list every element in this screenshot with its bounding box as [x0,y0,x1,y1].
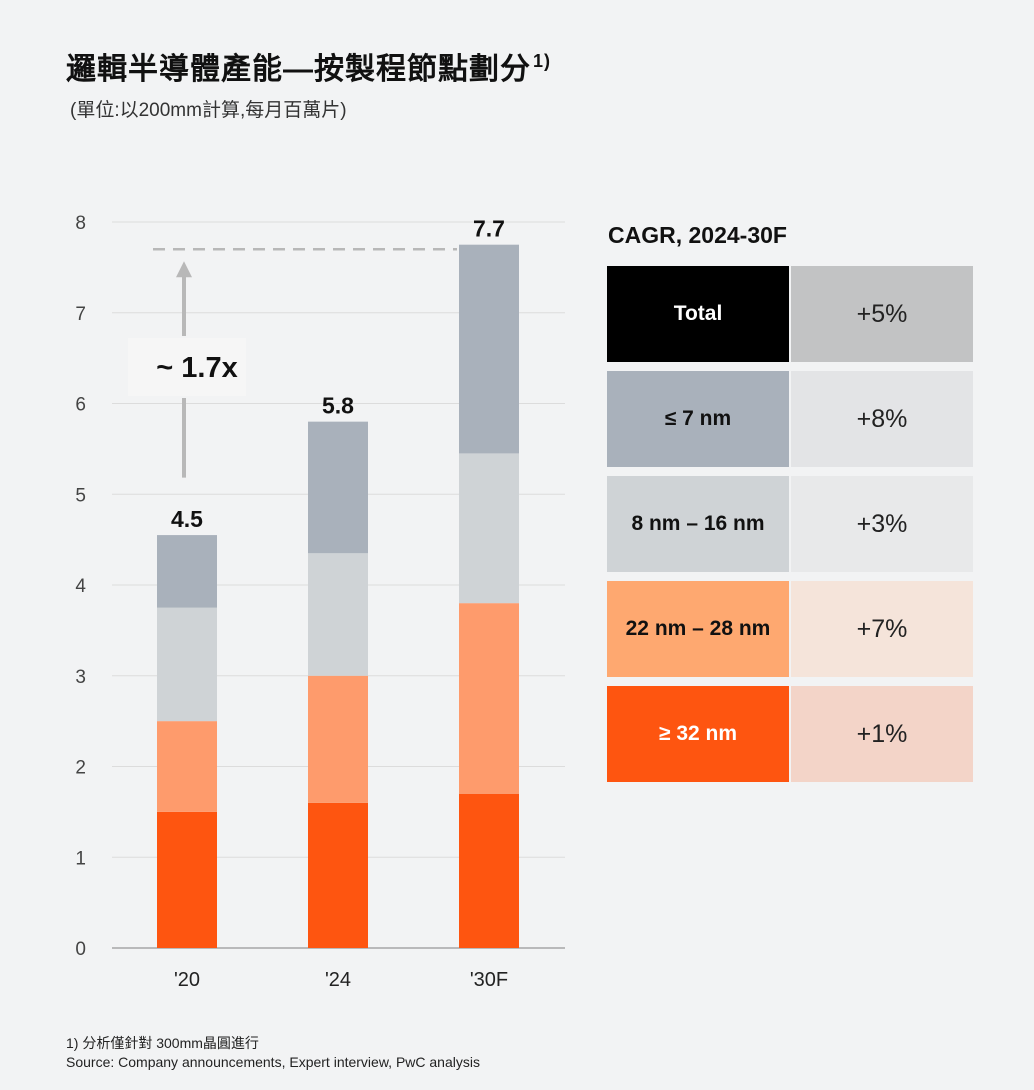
bar-total-label: 7.7 [473,216,505,242]
cagr-row-32nm: ≥ 32 nm +1% [607,686,973,782]
x-tick-label: '20 [174,969,200,991]
cagr-label-7nm: ≤ 7 nm [607,371,789,467]
cagr-table: Total +5% ≤ 7 nm +8% 8 nm – 16 nm +3% 22… [607,266,973,791]
y-tick-label: 8 [75,213,86,234]
cagr-value-7nm: +8% [791,371,973,467]
cagr-row-8-16nm: 8 nm – 16 nm +3% [607,476,973,572]
bar-segment [157,721,217,812]
bar-segment [308,675,368,803]
bar-segment [459,244,519,454]
y-tick-label: 4 [75,576,86,597]
footnote: 1) 分析僅針對 300mm晶圓進行 [66,1035,259,1051]
x-tick-label: '30F [470,969,508,991]
cagr-value-8-16nm: +3% [791,476,973,572]
bar-segment [157,607,217,722]
bar-total-label: 5.8 [322,393,354,419]
bar-segment [459,453,519,604]
bar-segment [459,793,519,948]
growth-label-box [128,338,246,396]
cagr-row-7nm: ≤ 7 nm +8% [607,371,973,467]
title-footnote-marker: 1) [533,51,552,71]
cagr-value-22-28nm: +7% [791,581,973,677]
y-tick-label: 6 [75,395,86,416]
footnote-block: 1) 分析僅針對 300mm晶圓進行 Source: Company annou… [66,1034,480,1072]
bar-segment [157,811,217,948]
y-tick-label: 0 [75,939,86,960]
cagr-label-32nm: ≥ 32 nm [607,686,789,782]
stacked-bar-chart: 0 1 2 3 4 5 6 7 8 4.5 '20 5.8 '24 7.7 '30F ~ 1.7x [75,213,565,991]
bar-segment [308,421,368,554]
bar-segment [459,603,519,794]
bar-segment [157,535,217,608]
page-subtitle: (單位:以200mm計算,每月百萬片) [70,100,347,121]
bar-total-label: 4.5 [171,506,203,532]
cagr-value-32nm: +1% [791,686,973,782]
page-title: 邏輯半導體產能—按製程節點劃分 1) [66,51,552,86]
cagr-value-total: +5% [791,266,973,362]
y-tick-label: 2 [75,758,86,779]
cagr-label-22-28nm: 22 nm – 28 nm [607,581,789,677]
growth-arrow-head-icon [176,261,192,278]
bar-segment [308,553,368,676]
cagr-label-8-16nm: 8 nm – 16 nm [607,476,789,572]
bar-segment [308,802,368,948]
y-tick-label: 7 [75,304,86,325]
x-tick-label: '24 [325,969,351,991]
y-tick-label: 5 [75,485,86,506]
y-tick-label: 3 [75,667,86,688]
cagr-row-22-28nm: 22 nm – 28 nm +7% [607,581,973,677]
growth-label: ~ 1.7x [156,352,237,384]
y-tick-label: 1 [75,848,86,869]
cagr-label-total: Total [607,266,789,362]
source-note: Source: Company announcements, Expert in… [66,1054,480,1070]
cagr-title: CAGR, 2024-30F [608,222,787,248]
cagr-row-total: Total +5% [607,266,973,362]
